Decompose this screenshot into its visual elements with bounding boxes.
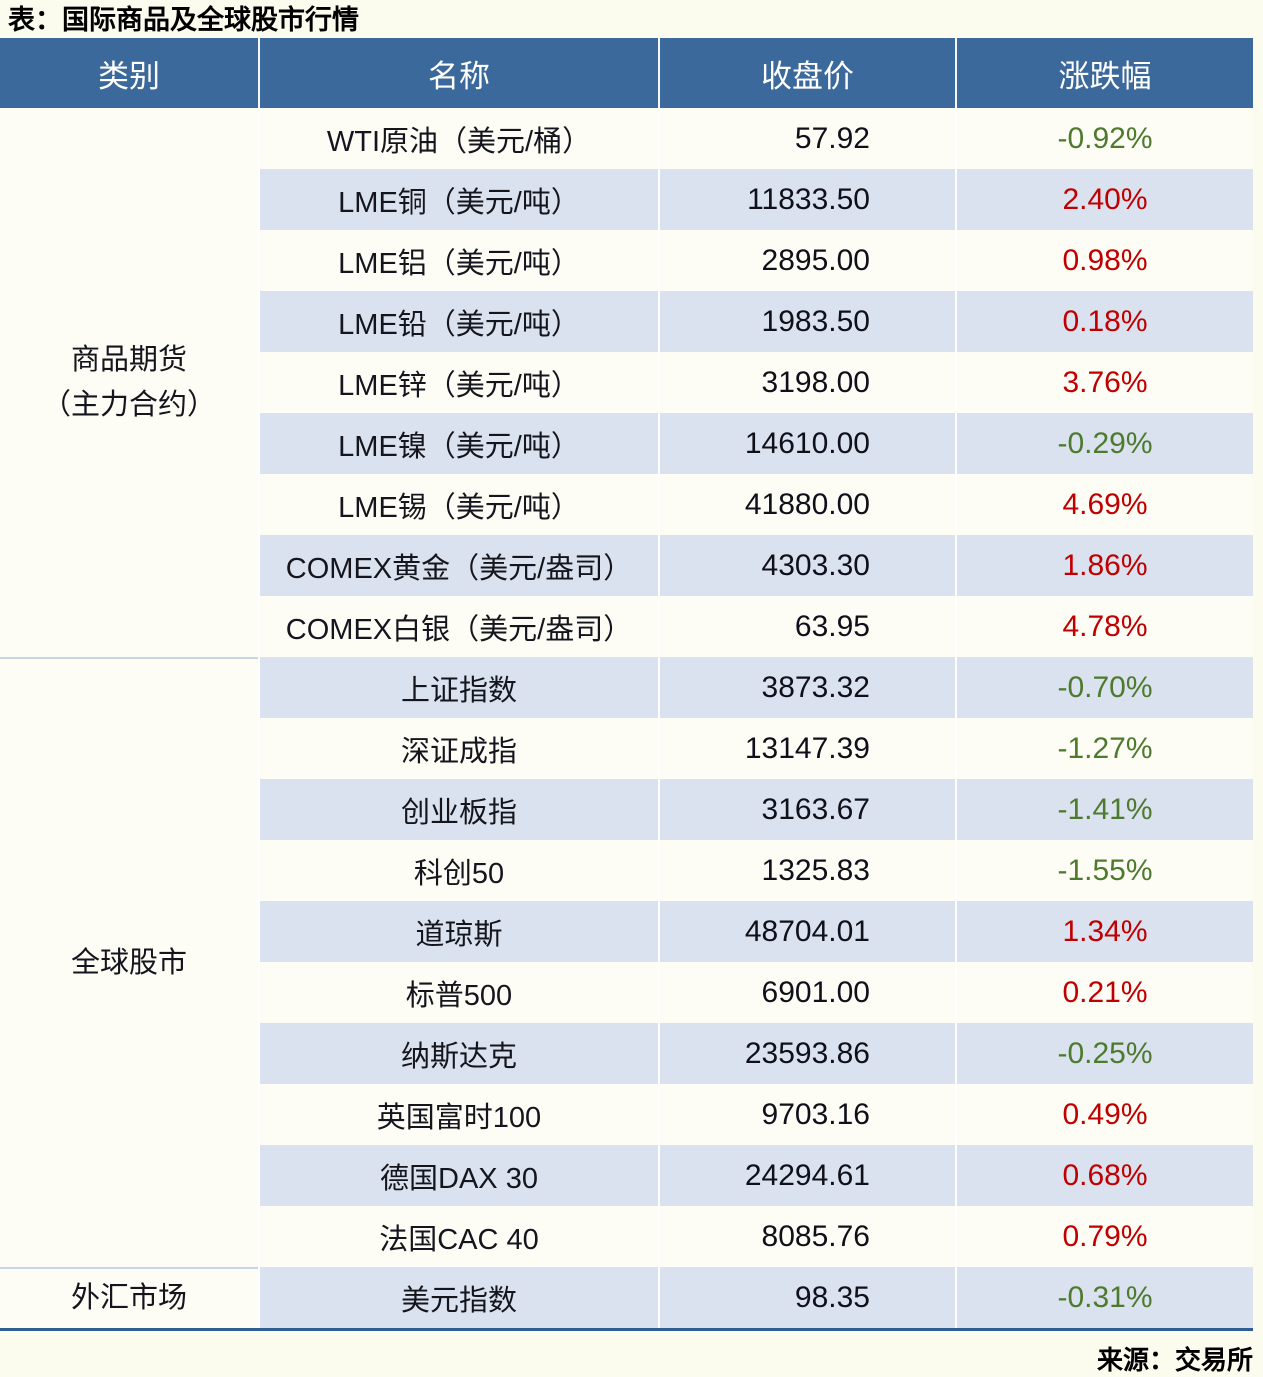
- name-cell: LME铝（美元/吨）: [258, 230, 658, 291]
- name-cell: 美元指数: [258, 1267, 658, 1328]
- name-cell: 道琼斯: [258, 901, 658, 962]
- change-pct-cell: 0.21%: [955, 962, 1253, 1023]
- change-pct-cell: -1.27%: [955, 718, 1253, 779]
- change-pct-cell: 4.69%: [955, 474, 1253, 535]
- change-pct-cell: 0.98%: [955, 230, 1253, 291]
- category-cell: 全球股市: [0, 657, 258, 1267]
- header-cell-category: 类别: [0, 38, 258, 108]
- close-price-cell: 3198.00: [658, 352, 955, 413]
- change-pct-cell: -0.29%: [955, 413, 1253, 474]
- close-price-cell: 9703.16: [658, 1084, 955, 1145]
- change-pct-cell: 1.34%: [955, 901, 1253, 962]
- name-cell: WTI原油（美元/桶）: [258, 108, 658, 169]
- close-price-cell: 23593.86: [658, 1023, 955, 1084]
- change-pct-cell: 0.68%: [955, 1145, 1253, 1206]
- close-price-cell: 57.92: [658, 108, 955, 169]
- close-price-cell: 3163.67: [658, 779, 955, 840]
- change-pct-cell: -1.41%: [955, 779, 1253, 840]
- page-title: 表：国际商品及全球股市行情: [8, 5, 359, 35]
- category-label-line: 商品期货: [70, 343, 187, 376]
- name-cell: 科创50: [258, 840, 658, 901]
- close-price-cell: 1983.50: [658, 291, 955, 352]
- name-cell: 德国DAX 30: [258, 1145, 658, 1206]
- close-price-cell: 1325.83: [658, 840, 955, 901]
- category-cell: 外汇市场: [0, 1267, 258, 1328]
- close-price-cell: 41880.00: [658, 474, 955, 535]
- close-price-cell: 14610.00: [658, 413, 955, 474]
- header-cell-name: 名称: [258, 38, 658, 108]
- close-price-cell: 13147.39: [658, 718, 955, 779]
- change-pct-cell: 1.86%: [955, 535, 1253, 596]
- close-price-cell: 24294.61: [658, 1145, 955, 1206]
- name-cell: 上证指数: [258, 657, 658, 718]
- close-price-cell: 3873.32: [658, 657, 955, 718]
- name-cell: 英国富时100: [258, 1084, 658, 1145]
- name-cell: 纳斯达克: [258, 1023, 658, 1084]
- name-cell: LME锡（美元/吨）: [258, 474, 658, 535]
- change-pct-cell: -0.92%: [955, 108, 1253, 169]
- change-pct-cell: -1.55%: [955, 840, 1253, 901]
- category-label-line: 全球股市: [70, 946, 187, 979]
- change-pct-cell: -0.25%: [955, 1023, 1253, 1084]
- change-pct-cell: 0.79%: [955, 1206, 1253, 1267]
- close-price-cell: 2895.00: [658, 230, 955, 291]
- category-label-line: 外汇市场: [70, 1282, 187, 1315]
- name-cell: LME镍（美元/吨）: [258, 413, 658, 474]
- close-price-cell: 4303.30: [658, 535, 955, 596]
- name-cell: COMEX黄金（美元/盎司）: [258, 535, 658, 596]
- name-cell: LME铜（美元/吨）: [258, 169, 658, 230]
- name-cell: COMEX白银（美元/盎司）: [258, 596, 658, 657]
- change-pct-cell: 2.40%: [955, 169, 1253, 230]
- close-price-cell: 6901.00: [658, 962, 955, 1023]
- name-cell: LME锌（美元/吨）: [258, 352, 658, 413]
- market-table: 类别 名称 收盘价 涨跌幅 商品期货 （主力合约） WTI原油（美元/桶） 57.92…: [0, 38, 1253, 1331]
- name-cell: LME铅（美元/吨）: [258, 291, 658, 352]
- change-pct-cell: -0.31%: [955, 1267, 1253, 1328]
- name-cell: 深证成指: [258, 718, 658, 779]
- category-cell: 商品期货 （主力合约）: [0, 108, 258, 657]
- change-pct-cell: 0.49%: [955, 1084, 1253, 1145]
- name-cell: 法国CAC 40: [258, 1206, 658, 1267]
- source-label: 来源：交易所: [1096, 1345, 1253, 1375]
- change-pct-cell: 0.18%: [955, 291, 1253, 352]
- category-label-line: （主力合约）: [41, 388, 216, 421]
- header-cell-change: 涨跌幅: [955, 38, 1253, 108]
- change-pct-cell: -0.70%: [955, 657, 1253, 718]
- close-price-cell: 11833.50: [658, 169, 955, 230]
- name-cell: 创业板指: [258, 779, 658, 840]
- header-cell-close: 收盘价: [658, 38, 955, 108]
- close-price-cell: 8085.76: [658, 1206, 955, 1267]
- close-price-cell: 63.95: [658, 596, 955, 657]
- name-cell: 标普500: [258, 962, 658, 1023]
- close-price-cell: 98.35: [658, 1267, 955, 1328]
- close-price-cell: 48704.01: [658, 901, 955, 962]
- change-pct-cell: 3.76%: [955, 352, 1253, 413]
- change-pct-cell: 4.78%: [955, 596, 1253, 657]
